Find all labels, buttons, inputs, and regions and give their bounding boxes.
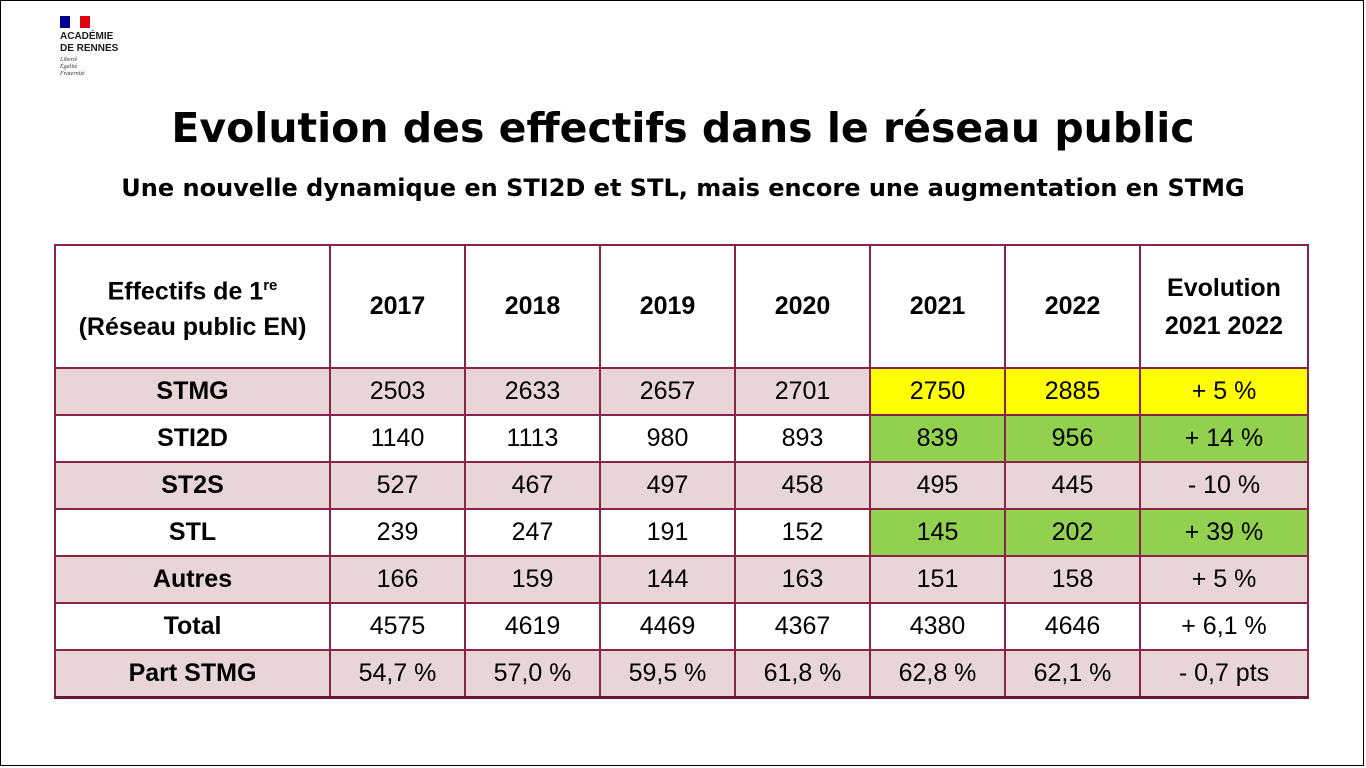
page-subtitle: Une nouvelle dynamique en STI2D et STL, … — [121, 174, 1245, 202]
table-body: STMG 2503 2633 2657 2701 2750 2885 + 5 % STI2D 11… — [54, 367, 1309, 699]
value-cell: 57,0 % — [464, 649, 601, 699]
value-cell: 144 — [599, 555, 736, 604]
table-row: STI2D 1140 1113 980 893 839 956 + 14 % — [54, 414, 1309, 463]
evolution-cell: - 0,7 pts — [1139, 649, 1309, 699]
header-label-cell: Effectifs de 1re (Réseau public EN) — [54, 244, 331, 369]
value-cell: 1113 — [464, 414, 601, 463]
value-cell: 2885 — [1004, 367, 1141, 416]
row-label: Autres — [54, 555, 331, 604]
value-cell: 467 — [464, 461, 601, 510]
table-row: ST2S 527 467 497 458 495 445- 10 % — [54, 461, 1309, 510]
evolution-cell: + 6,1 % — [1139, 602, 1309, 651]
value-cell: 247 — [464, 508, 601, 557]
value-cell: 2750 — [869, 367, 1006, 416]
value-cell: 163 — [734, 555, 871, 604]
header-label-line2: (Réseau public EN) — [78, 313, 307, 342]
page-title: Evolution des effectifs dans le réseau p… — [171, 104, 1195, 152]
header-evolution-cell: Evolution 2021 2022 — [1139, 244, 1309, 369]
logo-line2: DE RENNES — [60, 43, 119, 54]
value-cell: 4367 — [734, 602, 871, 651]
table-row: Autres 166 159 144 163 151 158 + 5 % — [54, 555, 1309, 604]
value-cell: 497 — [599, 461, 736, 510]
value-cell: 839 — [869, 414, 1006, 463]
evolution-cell: + 5 % — [1139, 367, 1309, 416]
value-cell: 62,1 % — [1004, 649, 1141, 699]
header-year-2021: 2021 — [869, 244, 1006, 369]
row-label: STL — [54, 508, 331, 557]
french-flag-icon — [60, 16, 90, 28]
value-cell: 239 — [329, 508, 466, 557]
evolution-cell: + 39 % — [1139, 508, 1309, 557]
value-cell: 152 — [734, 508, 871, 557]
value-cell: 4469 — [599, 602, 736, 651]
value-cell: 151 — [869, 555, 1006, 604]
value-cell: 495 — [869, 461, 1006, 510]
value-cell: 158 — [1004, 555, 1141, 604]
header-year-2019: 2019 — [599, 244, 736, 369]
value-cell: 2503 — [329, 367, 466, 416]
value-cell: 980 — [599, 414, 736, 463]
value-cell: 145 — [869, 508, 1006, 557]
header-evolution-line1: Evolution — [1167, 273, 1281, 302]
evolution-cell: + 5 % — [1139, 555, 1309, 604]
row-label: ST2S — [54, 461, 331, 510]
value-cell: 2657 — [599, 367, 736, 416]
motto-egalite: Égalité — [60, 64, 78, 70]
evolution-cell: + 14 % — [1139, 414, 1309, 463]
value-cell: 54,7 % — [329, 649, 466, 699]
value-cell: 62,8 % — [869, 649, 1006, 699]
value-cell: 166 — [329, 555, 466, 604]
academie-logo: ACADÉMIE DE RENNES Liberté Égalité Frate… — [60, 16, 118, 78]
table-row: Total 4575 4619 4469 4367 4380 4646 + 6,1 % — [54, 602, 1309, 651]
row-label: STMG — [54, 367, 331, 416]
value-cell: 4575 — [329, 602, 466, 651]
value-cell: 159 — [464, 555, 601, 604]
table-header-row: Effectifs de 1re (Réseau public EN) 2017… — [54, 244, 1309, 369]
motto-fraternite: Fraternité — [60, 71, 85, 77]
value-cell: 191 — [599, 508, 736, 557]
row-label: STI2D — [54, 414, 331, 463]
value-cell: 956 — [1004, 414, 1141, 463]
value-cell: 458 — [734, 461, 871, 510]
evolution-cell: - 10 % — [1139, 461, 1309, 510]
header-label-line1: Effectifs de 1 — [107, 277, 264, 306]
value-cell: 61,8 % — [734, 649, 871, 699]
value-cell: 445 — [1004, 461, 1141, 510]
row-label: Total — [54, 602, 331, 651]
row-label: Part STMG — [54, 649, 331, 699]
header-evolution-line2: 2021 2022 — [1164, 311, 1284, 340]
logo-motto: Liberté Égalité Fraternité — [60, 57, 118, 78]
value-cell: 2633 — [464, 367, 601, 416]
value-cell: 1140 — [329, 414, 466, 463]
value-cell: 527 — [329, 461, 466, 510]
value-cell: 2701 — [734, 367, 871, 416]
motto-liberte: Liberté — [60, 57, 78, 63]
value-cell: 59,5 % — [599, 649, 736, 699]
table-row: STL 239 247 191 152 145 202 + 39 % — [54, 508, 1309, 557]
header-year-2018: 2018 — [464, 244, 601, 369]
value-cell: 893 — [734, 414, 871, 463]
value-cell: 202 — [1004, 508, 1141, 557]
table-row: STMG 2503 2633 2657 2701 2750 2885 + 5 % — [54, 367, 1309, 416]
effectifs-table: Effectifs de 1re (Réseau public EN) 2017… — [54, 244, 1309, 699]
logo-line1: ACADÉMIE — [60, 31, 114, 42]
value-cell: 4380 — [869, 602, 1006, 651]
value-cell: 4619 — [464, 602, 601, 651]
table-row: Part STMG 54,7 % 57,0 % 59,5 % 61,8 % 62,8 % 6… — [54, 649, 1309, 699]
header-label-sup: re — [263, 276, 278, 294]
header-year-2020: 2020 — [734, 244, 871, 369]
header-year-2017: 2017 — [329, 244, 466, 369]
header-year-2022: 2022 — [1004, 244, 1141, 369]
value-cell: 4646 — [1004, 602, 1141, 651]
